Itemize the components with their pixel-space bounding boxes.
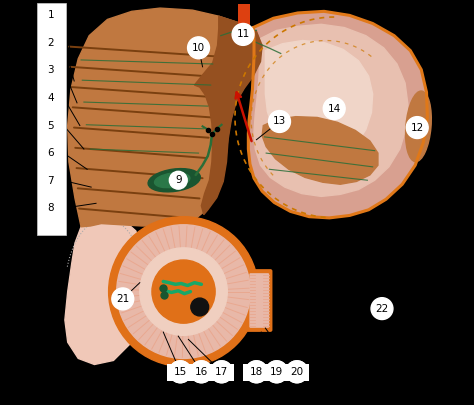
Text: 5: 5 — [47, 121, 54, 130]
Text: 21: 21 — [116, 294, 129, 304]
Circle shape — [169, 361, 191, 383]
Polygon shape — [68, 8, 261, 227]
Ellipse shape — [406, 91, 431, 162]
Circle shape — [41, 88, 60, 108]
Polygon shape — [254, 24, 408, 196]
Circle shape — [266, 361, 288, 383]
Circle shape — [286, 361, 308, 383]
Circle shape — [188, 37, 210, 59]
Polygon shape — [248, 11, 428, 218]
Ellipse shape — [148, 168, 201, 192]
Circle shape — [152, 260, 215, 323]
Circle shape — [191, 361, 212, 383]
Text: 20: 20 — [291, 367, 303, 377]
Text: 17: 17 — [215, 367, 228, 377]
FancyBboxPatch shape — [249, 273, 269, 328]
Circle shape — [371, 298, 393, 320]
Circle shape — [269, 111, 291, 132]
Circle shape — [140, 248, 227, 335]
Circle shape — [41, 33, 60, 53]
Text: 17: 17 — [215, 367, 228, 377]
Circle shape — [406, 117, 428, 139]
FancyBboxPatch shape — [238, 4, 250, 26]
Text: 10: 10 — [192, 43, 205, 53]
Text: 2: 2 — [47, 38, 54, 48]
Text: 20: 20 — [291, 367, 303, 377]
FancyBboxPatch shape — [37, 3, 66, 235]
Text: 4: 4 — [47, 93, 54, 103]
Text: 3: 3 — [47, 66, 54, 75]
Circle shape — [266, 361, 288, 383]
Polygon shape — [262, 117, 378, 184]
Circle shape — [191, 361, 212, 383]
Text: 18: 18 — [250, 367, 263, 377]
Text: 19: 19 — [270, 367, 283, 377]
Circle shape — [41, 171, 60, 190]
Text: 15: 15 — [173, 367, 187, 377]
FancyBboxPatch shape — [246, 269, 273, 332]
Circle shape — [169, 361, 191, 383]
Circle shape — [210, 361, 233, 383]
Text: 6: 6 — [47, 148, 54, 158]
Circle shape — [41, 143, 60, 163]
Text: 7: 7 — [47, 176, 54, 185]
Text: 13: 13 — [273, 117, 286, 126]
Circle shape — [112, 288, 134, 310]
Circle shape — [169, 171, 187, 189]
Circle shape — [286, 361, 308, 383]
Polygon shape — [265, 40, 373, 159]
Text: 22: 22 — [375, 304, 389, 313]
Polygon shape — [65, 221, 144, 364]
Circle shape — [323, 98, 345, 119]
Circle shape — [117, 225, 250, 358]
Circle shape — [41, 6, 60, 25]
Polygon shape — [194, 16, 262, 215]
Text: 8: 8 — [47, 203, 54, 213]
Circle shape — [246, 361, 267, 383]
Circle shape — [246, 361, 267, 383]
Circle shape — [210, 361, 233, 383]
Text: 12: 12 — [410, 123, 424, 132]
Text: 16: 16 — [195, 367, 208, 377]
Text: 15: 15 — [173, 367, 187, 377]
Text: 11: 11 — [237, 30, 250, 39]
Text: 9: 9 — [175, 175, 182, 185]
Circle shape — [191, 298, 209, 316]
Text: 1: 1 — [47, 11, 54, 20]
Circle shape — [109, 217, 258, 367]
Text: 18: 18 — [250, 367, 263, 377]
Text: 19: 19 — [270, 367, 283, 377]
Circle shape — [41, 116, 60, 135]
Circle shape — [232, 23, 254, 45]
Ellipse shape — [155, 173, 190, 188]
FancyBboxPatch shape — [244, 364, 309, 381]
FancyBboxPatch shape — [167, 364, 234, 381]
Text: 16: 16 — [195, 367, 208, 377]
Text: 14: 14 — [328, 104, 341, 113]
Circle shape — [41, 198, 60, 218]
Circle shape — [41, 61, 60, 80]
